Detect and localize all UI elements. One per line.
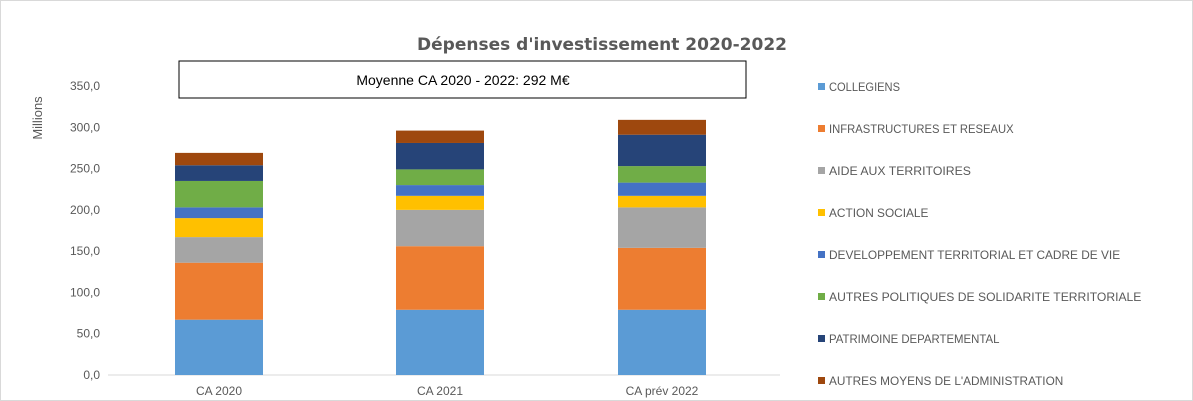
legend-swatch [818, 293, 825, 300]
bar-segment [175, 319, 263, 375]
legend-label: INFRASTRUCTURES ET RESEAUX [829, 122, 1014, 136]
legend-label: COLLEGIENS [829, 80, 900, 94]
y-tick-label: 50,0 [77, 327, 101, 341]
legend-label: PATRIMOINE DEPARTEMENTAL [829, 332, 1000, 346]
y-axis-label: Millions [30, 96, 45, 140]
bar-segment [618, 119, 706, 135]
y-tick-label: 100,0 [70, 285, 100, 299]
legend-swatch [818, 251, 825, 258]
bar-segment [175, 207, 263, 219]
bar-segment [618, 134, 706, 167]
x-axis-categories: CA 2020 CA 2021 CA prév 2022 [196, 384, 699, 398]
bar-segment [175, 152, 263, 166]
bar-segment [618, 309, 706, 375]
legend-label: DEVELOPPEMENT TERRITORIAL ET CADRE DE VI… [829, 248, 1120, 262]
legend-swatch [818, 167, 825, 174]
bar-segment [618, 207, 706, 248]
y-tick-label: 350,0 [70, 79, 100, 93]
bar-segment [175, 262, 263, 320]
legend-swatch [818, 209, 825, 216]
y-tick-label: 0,0 [83, 368, 100, 382]
bar-segment [618, 195, 706, 208]
bar-segment [396, 185, 484, 196]
legend-swatch [818, 125, 825, 132]
bar-segment [175, 165, 263, 181]
legend: COLLEGIENS INFRASTRUCTURES ET RESEAUX AIDE… [818, 80, 1141, 388]
x-category-label: CA 2020 [196, 384, 242, 398]
annotation-box [178, 60, 747, 99]
bar-segment [618, 182, 706, 196]
legend-label: AUTRES MOYENS DE L'ADMINISTRATION [829, 374, 1063, 388]
bar-segment [175, 218, 263, 238]
x-category-label: CA 2021 [417, 384, 463, 398]
bar-segment [396, 209, 484, 247]
bar-segment [396, 130, 484, 143]
bar-segment [396, 195, 484, 210]
bar-segment [618, 247, 706, 310]
legend-swatch [818, 335, 825, 342]
legend-label: AIDE AUX TERRITOIRES [829, 164, 971, 178]
bar-stacks [175, 119, 706, 375]
legend-swatch [818, 83, 825, 90]
bar-segment [396, 169, 484, 186]
bar-segment [396, 246, 484, 310]
chart-title: Dépenses d'investissement 2020-2022 [417, 35, 787, 55]
legend-label: ACTION SOCIALE [829, 206, 928, 220]
y-tick-label: 200,0 [70, 203, 100, 217]
y-axis-ticks: 0,0 50,0 100,0 150,0 200,0 250,0 300,0 350,0 [70, 79, 100, 382]
bar-segment [396, 142, 484, 170]
y-tick-label: 300,0 [70, 120, 100, 134]
y-tick-label: 150,0 [70, 244, 100, 258]
legend-label: AUTRES POLITIQUES DE SOLIDARITE TERRITOR… [829, 290, 1141, 304]
bar-segment [618, 166, 706, 183]
x-category-label: CA prév 2022 [626, 384, 699, 398]
legend-swatch [818, 377, 825, 384]
bar-segment [396, 309, 484, 375]
average-annotation: Moyenne CA 2020 - 2022: 292 M€ [178, 60, 747, 99]
bar-segment [175, 237, 263, 263]
annotation-text: Moyenne CA 2020 - 2022: 292 M€ [356, 72, 569, 88]
y-tick-label: 250,0 [70, 162, 100, 176]
bar-segment [175, 180, 263, 208]
